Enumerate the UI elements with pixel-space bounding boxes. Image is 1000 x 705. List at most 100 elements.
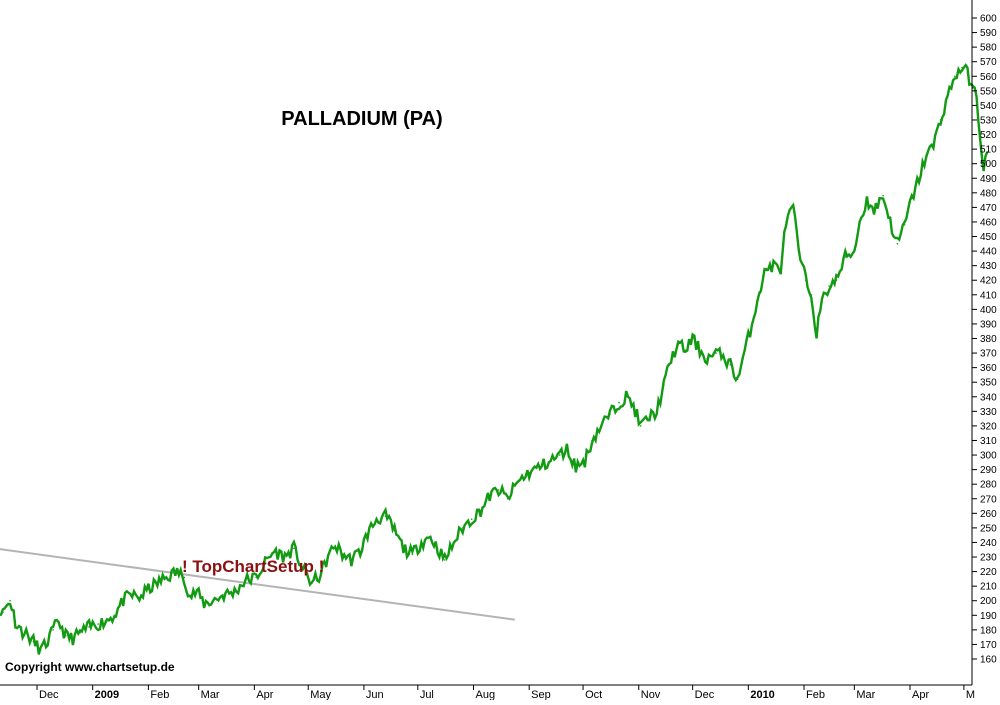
price-data-point (528, 471, 530, 474)
y-tick-label: 440 (980, 247, 997, 258)
price-data-point (609, 413, 611, 416)
price-data-point (411, 553, 414, 555)
price-data-point (436, 547, 439, 550)
price-data-point (302, 567, 304, 570)
y-tick-label: 600 (980, 14, 997, 25)
chart-title: PALLADIUM (PA) (281, 108, 442, 130)
price-data-point (765, 267, 768, 270)
y-tick-label: 470 (980, 203, 997, 214)
price-data-point (785, 221, 787, 223)
y-tick-label: 280 (980, 480, 997, 491)
price-data-point (873, 209, 875, 212)
price-data-point (575, 465, 577, 468)
price-data-point (311, 582, 313, 585)
x-tick-label: Jun (366, 689, 384, 700)
price-data-point (244, 579, 247, 582)
price-data-point (359, 550, 362, 552)
price-data-point (677, 343, 680, 346)
y-tick-label: 550 (980, 86, 997, 97)
price-data-point (866, 199, 868, 201)
price-data-point (663, 384, 665, 386)
x-tick-label: Mar (856, 689, 875, 700)
y-tick-label: 170 (980, 640, 997, 651)
trendline-layer (0, 548, 515, 621)
x-tick-label: Mar (201, 689, 220, 700)
price-data-point (742, 358, 744, 360)
y-tick-label: 460 (980, 217, 997, 228)
price-data-point (14, 620, 17, 622)
y-tick-label: 520 (980, 130, 997, 141)
price-data-point (670, 358, 672, 360)
y-tick-label: 230 (980, 553, 997, 564)
price-data-point (293, 547, 295, 550)
price-data-point (966, 72, 969, 75)
price-data-point (549, 460, 552, 462)
y-tick-label: 310 (980, 436, 997, 447)
price-data-point (591, 439, 593, 442)
price-data-point (715, 352, 717, 354)
price-data-point (758, 291, 760, 293)
price-data-point (903, 224, 906, 226)
price-data-point (402, 547, 405, 550)
price-data-point (113, 614, 116, 617)
y-tick-label: 500 (980, 159, 997, 170)
x-tick-label: 2009 (95, 689, 119, 700)
y-tick-label: 420 (980, 276, 997, 287)
price-data-point (684, 349, 687, 351)
price-data-point (165, 576, 168, 579)
price-data-point (961, 66, 963, 69)
price-data-point (350, 559, 353, 561)
y-tick-label: 400 (980, 305, 997, 316)
x-tick-label: Feb (806, 689, 825, 700)
price-data-point (9, 599, 11, 602)
price-data-point (57, 620, 60, 622)
price-data-point (625, 395, 627, 398)
y-tick-label: 570 (980, 57, 997, 68)
price-data-point (979, 133, 981, 136)
price-data-point (284, 556, 286, 558)
price-data-point (2, 611, 4, 614)
price-data-point (896, 243, 899, 245)
price-data-point (517, 480, 520, 483)
y-tick-label: 530 (980, 115, 997, 126)
price-data-point (488, 495, 491, 497)
price-data-point (176, 570, 178, 573)
y-tick-label: 480 (980, 188, 997, 199)
price-data-point (939, 119, 942, 121)
price-data-point (918, 177, 920, 180)
y-axis-ticks: 160 170 180 190 200 210 220 230 240 250 260 270 280 2… (972, 14, 997, 666)
price-data-point (982, 168, 985, 171)
price-data-point (39, 649, 42, 652)
price-data-point (558, 454, 561, 456)
y-tick-label: 410 (980, 290, 997, 301)
y-tick-label: 210 (980, 582, 997, 593)
x-tick-label: Apr (912, 689, 929, 700)
price-data-point (889, 221, 892, 223)
price-data-point (452, 541, 455, 544)
y-tick-label: 360 (980, 363, 997, 374)
price-data-point (264, 562, 266, 564)
price-data-point (273, 550, 275, 552)
price-data-point (946, 95, 949, 98)
price-data-point (810, 293, 813, 296)
x-tick-label: Feb (150, 689, 169, 700)
y-tick-label: 270 (980, 494, 997, 505)
price-data-point (835, 279, 838, 282)
y-tick-label: 450 (980, 232, 997, 243)
x-tick-label: 2010 (750, 689, 774, 700)
y-tick-label: 580 (980, 43, 997, 54)
price-data-point (320, 573, 322, 576)
price-data-point (932, 145, 935, 147)
price-data-point (223, 594, 225, 596)
price-data-point (975, 97, 978, 99)
y-tick-label: 250 (980, 523, 997, 534)
price-data-point (72, 637, 74, 640)
y-tick-label: 590 (980, 28, 997, 39)
price-data-point (691, 337, 694, 340)
price-data-point (986, 151, 989, 153)
price-data-point (858, 221, 861, 223)
price-data-point (470, 518, 473, 520)
y-tick-label: 320 (980, 421, 997, 432)
y-tick-label: 510 (980, 145, 997, 156)
y-tick-label: 490 (980, 174, 997, 185)
